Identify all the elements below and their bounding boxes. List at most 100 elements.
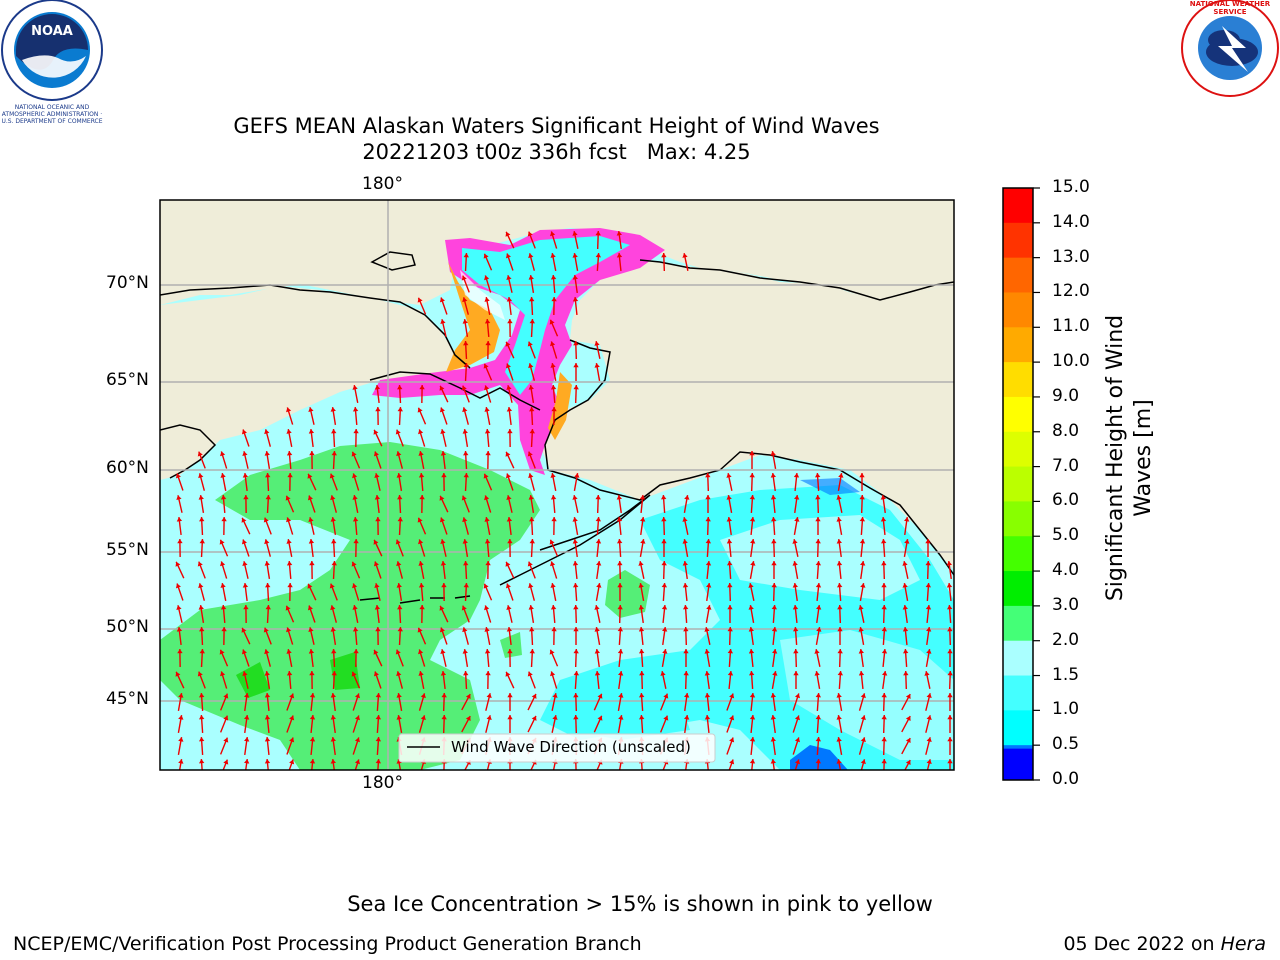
wind-wave-arrowhead xyxy=(793,671,799,676)
wind-wave-arrowhead xyxy=(507,539,513,544)
wind-wave-arrowhead xyxy=(663,693,669,699)
wind-wave-arrowhead xyxy=(770,759,776,764)
colorbar-tick-label: 7.0 xyxy=(1052,455,1080,476)
wind-wave-arrowhead xyxy=(330,715,336,720)
wind-wave-arrowhead xyxy=(419,495,425,500)
wind-wave-arrowhead xyxy=(682,253,688,258)
wind-wave-arrowhead xyxy=(375,517,381,522)
wind-wave-arrowhead xyxy=(704,671,710,676)
colorbar-segment xyxy=(1003,292,1033,328)
wind-wave-arrowhead xyxy=(550,605,557,610)
wind-wave-arrowhead xyxy=(462,627,468,633)
wind-wave-arrowhead xyxy=(484,319,491,324)
wind-wave-arrowhead xyxy=(396,583,402,588)
wind-wave-arrowhead xyxy=(373,671,379,677)
wind-wave-arrowhead xyxy=(352,473,358,479)
wind-wave-arrowhead xyxy=(309,715,316,720)
wind-wave-arrowhead xyxy=(860,737,866,743)
wind-wave-arrowhead xyxy=(770,517,777,522)
wind-wave-arrowhead xyxy=(815,715,822,720)
colorbar-tick-label: 15.0 xyxy=(1052,177,1090,197)
wind-wave-arrowhead xyxy=(926,649,932,654)
wind-wave-arrowhead xyxy=(661,605,668,610)
wind-wave-arrowhead xyxy=(727,627,733,632)
wind-wave-arrowhead xyxy=(331,429,337,434)
wind-wave-arrowhead xyxy=(594,605,600,610)
wind-wave-arrowhead xyxy=(749,715,756,720)
colorbar-tick-label: 1.0 xyxy=(1052,699,1080,720)
wind-wave-arrowhead xyxy=(550,583,556,588)
wind-wave-arrowhead xyxy=(682,517,688,522)
wind-wave-arrowhead xyxy=(264,561,270,566)
wind-wave-arrowhead xyxy=(353,429,359,434)
wind-wave-arrowhead xyxy=(925,539,931,544)
wind-wave-arrowhead xyxy=(506,297,513,302)
wind-wave-arrowhead xyxy=(858,671,865,676)
wind-wave-arrowhead xyxy=(199,649,205,654)
wind-wave-arrowhead xyxy=(794,715,801,721)
wind-wave-arrowhead xyxy=(462,429,468,434)
wind-wave-arrowhead xyxy=(484,429,491,434)
wind-wave-arrowhead xyxy=(947,693,953,698)
wind-wave-arrowhead xyxy=(176,627,183,632)
wind-wave-arrowhead xyxy=(265,583,271,588)
wind-wave-arrowhead xyxy=(946,605,953,610)
wind-wave-arrowhead xyxy=(375,693,382,698)
wind-wave-arrowhead xyxy=(243,495,249,500)
wind-wave-arrowhead xyxy=(771,583,777,588)
wind-wave-arrowhead xyxy=(485,451,491,456)
wind-wave-arrowhead xyxy=(573,671,580,676)
wind-wave-arrowhead xyxy=(550,253,556,258)
wind-wave-arrowhead xyxy=(463,451,469,456)
wind-wave-arrowhead xyxy=(531,693,537,699)
wind-wave-arrowhead xyxy=(683,671,689,676)
wind-wave-arrowhead xyxy=(418,539,424,545)
wind-wave-arrowhead xyxy=(397,605,403,610)
wind-wave-arrowhead xyxy=(244,759,250,764)
wind-wave-arrowhead xyxy=(462,297,468,303)
wind-wave-arrowhead xyxy=(947,759,953,764)
wind-wave-arrowhead xyxy=(309,561,315,566)
wind-wave-arrowhead xyxy=(198,759,205,764)
wind-wave-arrowhead xyxy=(726,539,733,544)
wind-wave-arrowhead xyxy=(858,627,864,632)
wind-wave-arrowhead xyxy=(616,517,623,522)
wind-wave-arrowhead xyxy=(729,693,735,699)
wind-wave-arrowhead xyxy=(373,561,379,567)
wind-wave-arrowhead xyxy=(661,539,667,544)
colorbar-segment xyxy=(1003,188,1033,224)
wind-wave-arrowhead xyxy=(905,738,911,744)
colorbar-tick-label: 12.0 xyxy=(1052,281,1090,302)
wind-wave-arrowhead xyxy=(550,385,557,390)
wind-wave-arrowhead xyxy=(244,715,250,720)
footer-date-text: 05 Dec 2022 on xyxy=(1063,933,1221,955)
wind-wave-arrowhead xyxy=(242,671,248,676)
wind-wave-arrowhead xyxy=(199,539,205,544)
wind-wave-arrowhead xyxy=(308,649,315,654)
wind-wave-arrowhead xyxy=(264,671,270,676)
wind-wave-arrowhead xyxy=(309,737,316,742)
wind-wave-arrowhead xyxy=(223,737,229,743)
wind-wave-arrowhead xyxy=(439,517,445,523)
wind-wave-arrowhead xyxy=(662,627,668,632)
wind-wave-arrowhead xyxy=(704,649,710,654)
wind-wave-arrowhead xyxy=(527,231,533,237)
colorbar-segment xyxy=(1003,675,1033,711)
wind-wave-arrowhead xyxy=(484,539,491,544)
wind-wave-arrowhead xyxy=(483,253,489,259)
wind-wave-arrowhead xyxy=(354,759,361,765)
wind-wave-arrowhead xyxy=(616,253,623,258)
wind-wave-arrowhead xyxy=(483,583,489,589)
wind-wave-arrowhead xyxy=(905,716,911,722)
wind-wave-arrowhead xyxy=(770,473,776,478)
wind-wave-arrowhead xyxy=(220,671,226,677)
wind-wave-arrowhead xyxy=(219,649,225,655)
wind-wave-arrowhead xyxy=(792,605,799,610)
wind-wave-arrowhead xyxy=(220,473,226,478)
wind-wave-arrowhead xyxy=(814,649,820,654)
wind-wave-arrowhead xyxy=(881,605,887,610)
wind-wave-arrowhead xyxy=(926,759,932,765)
wind-wave-arrowhead xyxy=(528,385,534,390)
wind-wave-arrowhead xyxy=(505,451,511,457)
wind-wave-arrowhead xyxy=(373,451,379,457)
